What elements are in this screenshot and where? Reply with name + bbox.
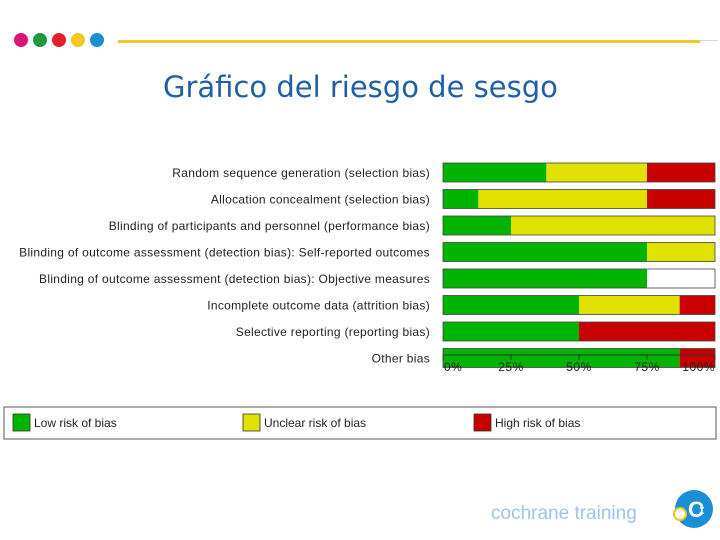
bar-segment-unclear: [579, 295, 680, 315]
bar-segment-unclear: [647, 242, 715, 262]
bar-segment-low: [443, 295, 579, 315]
bar-outline: [442, 295, 716, 315]
x-tick-label: 25%: [498, 360, 524, 374]
cochrane-ct-logo-icon: C t: [673, 490, 713, 528]
bar-segment-high: [679, 295, 715, 315]
decoration-dot: [71, 33, 85, 47]
decoration-dot: [14, 33, 28, 47]
header-rule-end: [700, 40, 718, 41]
brand-text: cochrane training: [491, 503, 637, 524]
bar-segment-low: [443, 163, 547, 182]
bar-outline: [442, 215, 716, 236]
bar-segment-unclear: [478, 189, 647, 209]
legend-swatch: [242, 413, 261, 432]
x-tick-label: 75%: [634, 360, 660, 374]
legend-label: Unclear risk of bias: [264, 416, 366, 430]
bar-segment-high: [647, 163, 715, 182]
bar-outline: [442, 162, 716, 183]
bar-outline: [442, 268, 716, 289]
bar-segment-unclear: [546, 163, 647, 182]
decoration-dot: [33, 33, 47, 47]
bar-segment-high: [579, 322, 715, 341]
category-label: Blinding of outcome assessment (detectio…: [19, 246, 430, 260]
x-tick-label: 50%: [566, 360, 592, 374]
bar-segment-high: [679, 348, 715, 368]
decoration-dot: [90, 33, 104, 47]
category-label: Blinding of outcome assessment (detectio…: [39, 272, 430, 286]
legend-label: Low risk of bias: [34, 416, 117, 430]
bar-segment-low: [443, 242, 647, 262]
bar-segment-low: [443, 189, 479, 209]
bar-outline: [442, 321, 716, 342]
bar-segment-high: [647, 189, 715, 209]
bar-segment-low: [443, 216, 511, 235]
legend-box: [3, 406, 717, 440]
bar-segment-low: [443, 322, 579, 341]
bar-segment-unclear: [511, 216, 715, 235]
header-rule: [118, 40, 700, 43]
x-tick-label: 100%: [682, 360, 715, 374]
category-label: Random sequence generation (selection bi…: [172, 166, 430, 180]
category-label: Blinding of participants and personnel (…: [109, 219, 430, 233]
legend-swatch: [12, 413, 31, 432]
page-title: Gráfico del riesgo de sesgo: [163, 70, 558, 104]
svg-text:C: C: [688, 497, 704, 522]
category-label: Selective reporting (reporting bias): [236, 325, 430, 339]
x-tick-label: 0%: [444, 360, 462, 374]
legend-swatch: [473, 413, 492, 432]
category-label: Allocation concealment (selection bias): [211, 193, 430, 207]
bar-outline: [442, 242, 716, 262]
bar-segment-low: [443, 269, 647, 288]
bar-outline: [442, 189, 716, 209]
category-label: Incomplete outcome data (attrition bias): [207, 299, 430, 313]
bar-segment-low: [443, 348, 680, 368]
svg-text:t: t: [700, 502, 705, 517]
legend-label: High risk of bias: [495, 416, 580, 430]
decoration-dot: [52, 33, 66, 47]
category-label: Other bias: [372, 352, 430, 366]
